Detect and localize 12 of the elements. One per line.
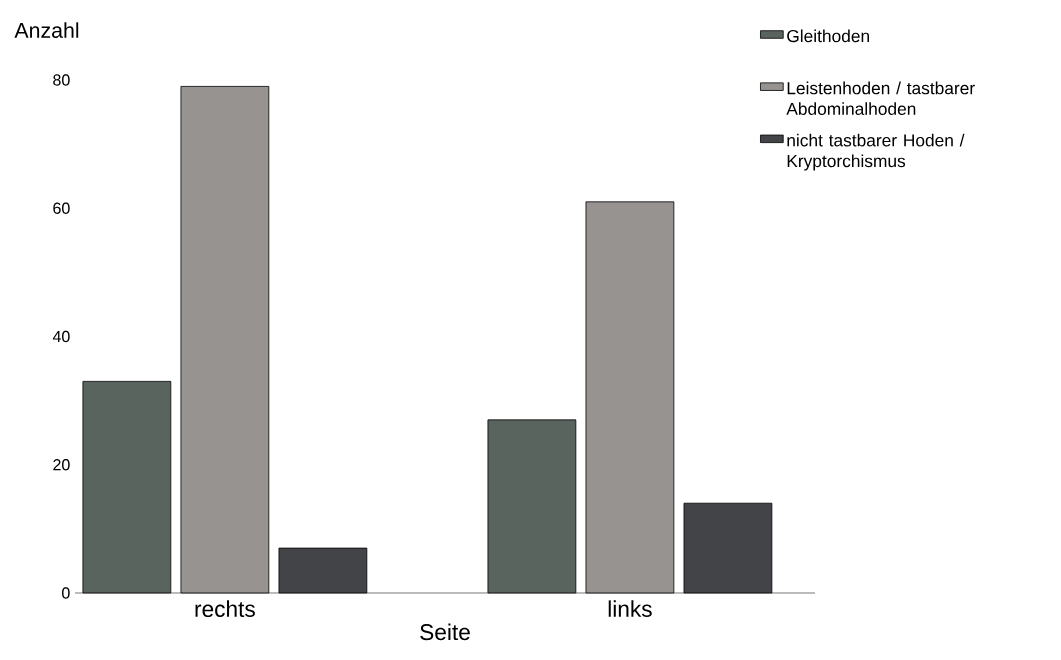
y-tick-label: 20 bbox=[53, 459, 70, 471]
x-tick-label: rechts bbox=[195, 600, 255, 618]
y-tick-label: 0 bbox=[62, 587, 70, 599]
y-axis-title: Anzahl bbox=[14, 22, 79, 38]
legend-label: nicht tastbarer Hoden / Kryptorchismus bbox=[787, 133, 965, 171]
x-axis-title: Seite bbox=[420, 623, 470, 641]
legend-label: Leistenhoden / tastbarer Abdominalhoden bbox=[786, 81, 975, 115]
y-tick-label: 80 bbox=[53, 74, 70, 86]
x-tick-label: links bbox=[608, 600, 652, 618]
y-tick-label: 40 bbox=[52, 330, 70, 343]
y-tick-label: 60 bbox=[53, 202, 70, 214]
legend-label: Gleithoden bbox=[787, 29, 869, 43]
